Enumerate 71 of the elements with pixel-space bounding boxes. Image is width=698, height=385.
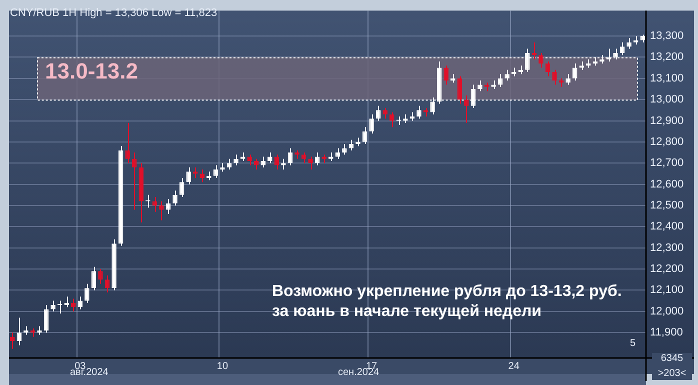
- annotation: Возможно укрепление рубля до 13-13,2 руб.: [272, 283, 622, 301]
- candlestick: [213, 164, 218, 178]
- candlestick: [376, 105, 381, 122]
- y-tick-label: 12,600: [650, 178, 684, 190]
- candlestick: [335, 148, 340, 160]
- candlestick: [348, 139, 354, 151]
- y-tick-label: 12,700: [650, 157, 684, 170]
- candlestick: [186, 166, 191, 185]
- candlestick: [626, 38, 632, 50]
- y-tick-label: 12,900: [650, 114, 684, 127]
- candlestick: [44, 304, 49, 334]
- candlestick: [382, 108, 388, 120]
- candlestick: [390, 112, 394, 128]
- candlestick: [342, 144, 347, 156]
- candlestick: [91, 266, 96, 291]
- candlestick: [545, 60, 550, 77]
- candlestick: [200, 168, 205, 183]
- candlestick: [10, 332, 15, 350]
- candlestick: [159, 200, 164, 221]
- y-tick-label: 12,500: [650, 200, 684, 212]
- candlestick: [478, 80, 482, 92]
- candlestick: [179, 177, 184, 198]
- candlestick: [301, 152, 306, 164]
- candlestick: [84, 283, 90, 304]
- candlestick: [416, 105, 422, 120]
- candlestick: [172, 190, 178, 206]
- annotation: за юань в начале текущей недели: [272, 303, 542, 321]
- text: сен.2024: [338, 367, 380, 378]
- band-label: 13.0-13.2: [45, 58, 138, 84]
- candlestick: [504, 69, 510, 82]
- candlestick: [125, 122, 130, 164]
- x-tick-label: 24: [508, 360, 520, 372]
- candlestick: [132, 152, 137, 210]
- y-tick-label: 11,900: [650, 326, 683, 339]
- candlestick: [16, 317, 22, 346]
- text: >203<: [652, 368, 692, 380]
- candlestick: [98, 268, 103, 284]
- candlestick: [247, 154, 252, 166]
- candlestick: [566, 74, 570, 86]
- candlestick: [362, 126, 368, 145]
- y-tick-label: 12,800: [650, 136, 684, 148]
- candlestick: [620, 42, 625, 56]
- candlestick: [572, 63, 578, 82]
- y-tick-label: 12,000: [650, 305, 684, 318]
- text: 6345: [652, 353, 692, 365]
- y-tick-label: 12,300: [650, 242, 684, 254]
- y-tick-label: 12,400: [650, 220, 684, 233]
- candlestick: [369, 114, 374, 134]
- candlestick: [50, 300, 56, 312]
- y-tick-label: 12,200: [650, 263, 684, 276]
- y-tick-label: 13,100: [650, 72, 684, 84]
- candlestick: [226, 158, 232, 170]
- y-tick-label: 13,000: [650, 94, 684, 106]
- candlestick: [288, 148, 293, 166]
- y-tick-label: 12,100: [650, 284, 684, 296]
- candlestick: [444, 65, 448, 86]
- x-tick-label: 10: [216, 360, 228, 372]
- candlestick: [464, 94, 469, 124]
- y-tick-label: 13,300: [650, 30, 684, 42]
- candlestick: [104, 274, 110, 293]
- candlestick: [552, 69, 557, 86]
- candlestick: [57, 300, 62, 314]
- candlestick: [308, 156, 313, 170]
- candlestick: [234, 154, 238, 166]
- annotation: 5: [630, 338, 636, 349]
- candlestick: [152, 196, 158, 212]
- y-tick-label: 13,200: [650, 51, 684, 64]
- candlestick: [268, 152, 272, 164]
- candlestick: [538, 52, 544, 68]
- candlestick: [457, 76, 462, 104]
- text: авг.2024: [70, 367, 108, 378]
